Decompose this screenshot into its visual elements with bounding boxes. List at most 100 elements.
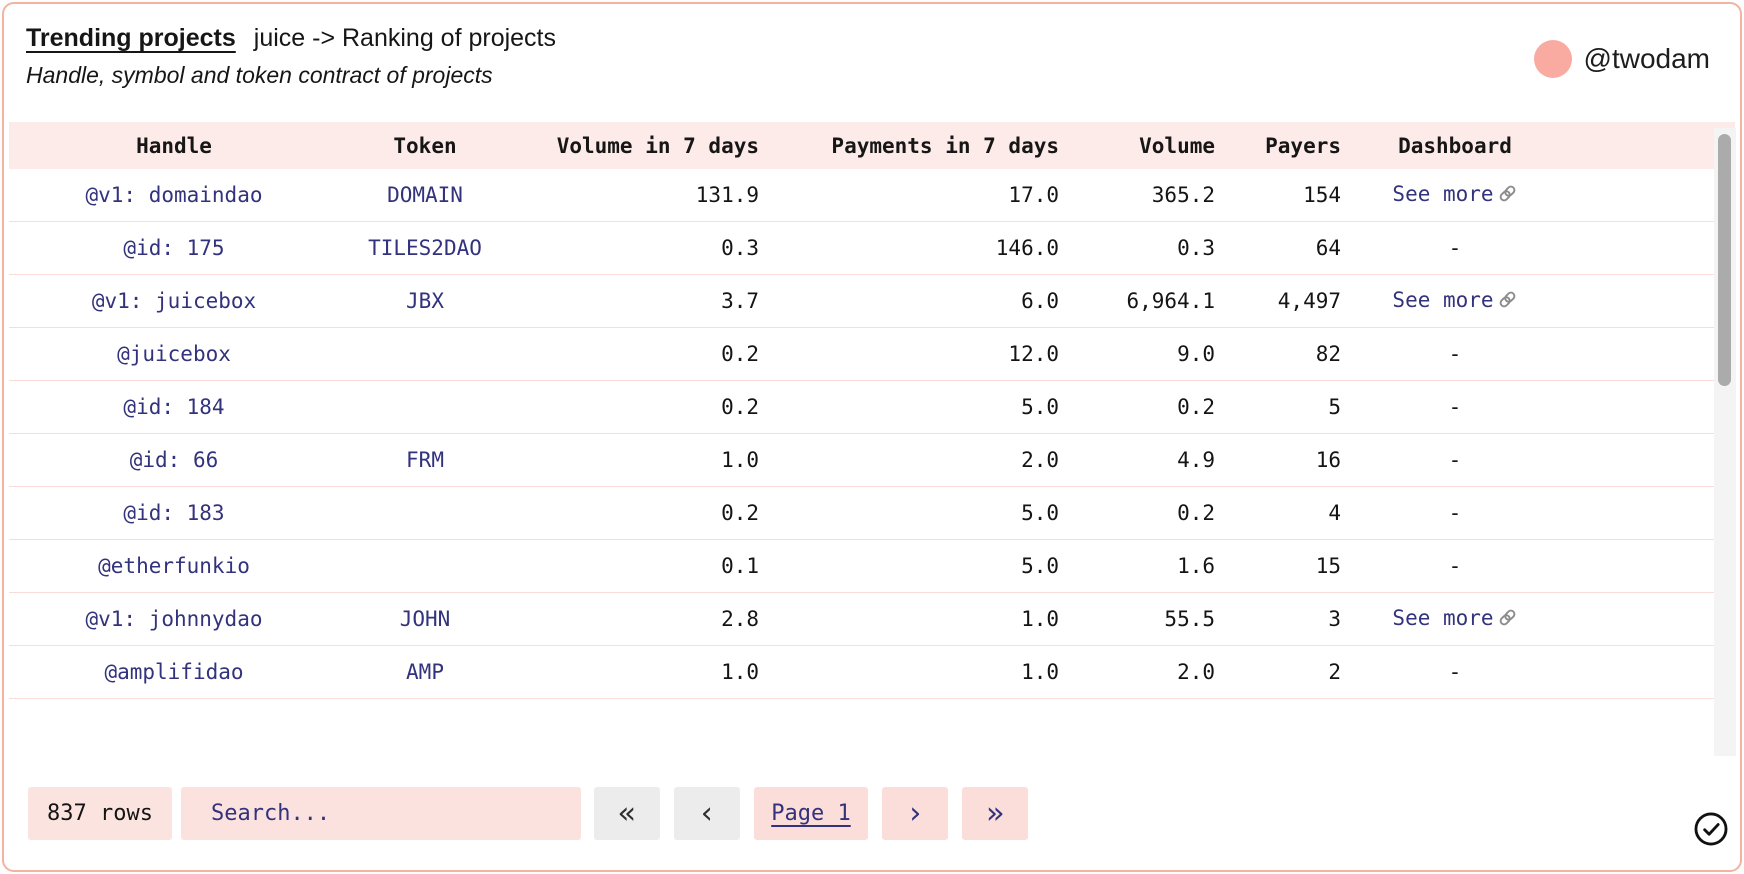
user-chip[interactable]: @twodam [1533, 40, 1710, 78]
table-row: @id: 183 0.2 5.0 0.2 4 - [9, 487, 1735, 540]
cell-payers: 2 [1328, 660, 1341, 684]
column-header-token[interactable]: Token [393, 133, 457, 158]
cell-dashboard: - [1365, 448, 1545, 472]
see-more-link: - [1449, 501, 1462, 525]
table-row: @v1: juicebox JBX 3.7 6.0 6,964.1 4,497 … [9, 275, 1735, 328]
cell-volume-7d: 3.7 [721, 289, 759, 313]
avatar [1533, 40, 1572, 78]
see-more-link[interactable]: See more [1392, 182, 1517, 206]
cell-payers: 3 [1328, 607, 1341, 631]
cell-volume: 6,964.1 [1126, 289, 1215, 313]
cell-volume: 2.0 [1177, 660, 1215, 684]
dashboard-label: - [1448, 236, 1462, 260]
column-header-volume-7d[interactable]: Volume in 7 days [556, 133, 759, 158]
column-header-dashboard[interactable]: Dashboard [1398, 133, 1512, 158]
cell-payments-7d: 6.0 [1021, 289, 1059, 313]
link-icon [1497, 607, 1518, 633]
cell-volume: 365.2 [1151, 183, 1215, 207]
see-more-link[interactable]: See more [1392, 288, 1517, 312]
table-row: @amplifidao AMP 1.0 1.0 2.0 2 - [9, 646, 1735, 699]
see-more-link: - [1449, 660, 1462, 684]
table-row: @v1: domaindao DOMAIN 131.9 17.0 365.2 1… [9, 169, 1735, 222]
dashboard-label: - [1448, 554, 1462, 578]
scrollbar-thumb[interactable] [1718, 134, 1731, 386]
cell-volume-7d: 2.8 [721, 607, 759, 631]
cell-handle: @id: 175 [123, 236, 225, 260]
check-circle-icon[interactable] [1692, 810, 1730, 848]
cell-token: TILES2DAO [368, 236, 482, 260]
cell-dashboard: - [1365, 501, 1545, 525]
cell-token: AMP [406, 660, 444, 684]
column-header-volume[interactable]: Volume [1139, 133, 1215, 158]
first-page-button[interactable]: « [593, 787, 660, 840]
see-more-link: - [1449, 342, 1462, 366]
cell-dashboard: - [1365, 660, 1545, 684]
column-header-payments-7d[interactable]: Payments in 7 days [831, 133, 1059, 158]
cell-payers: 64 [1315, 236, 1341, 260]
projects-table: Handle Token Volume in 7 days Payments i… [9, 122, 1735, 699]
see-more-link: - [1449, 448, 1462, 472]
cell-volume: 55.5 [1164, 607, 1215, 631]
scrollbar-track[interactable] [1714, 128, 1736, 756]
cell-volume: 9.0 [1177, 342, 1215, 366]
cell-handle: @id: 183 [123, 501, 225, 525]
cell-volume: 1.6 [1177, 554, 1215, 578]
cell-dashboard: See more [1365, 288, 1545, 315]
page-title[interactable]: Trending projects [26, 24, 236, 52]
cell-handle: @etherfunkio [98, 554, 250, 578]
cell-payments-7d: 1.0 [1021, 660, 1059, 684]
dashboard-label: See more [1392, 181, 1494, 206]
table-row: @id: 184 0.2 5.0 0.2 5 - [9, 381, 1735, 434]
cell-handle: @id: 184 [123, 395, 225, 419]
cell-volume-7d: 131.9 [695, 183, 759, 207]
cell-payments-7d: 17.0 [1008, 183, 1059, 207]
prev-page-button[interactable]: ‹ [673, 787, 740, 840]
cell-volume: 0.2 [1177, 395, 1215, 419]
cell-payments-7d: 5.0 [1021, 395, 1059, 419]
cell-payments-7d: 5.0 [1021, 501, 1059, 525]
cell-volume: 0.2 [1177, 501, 1215, 525]
cell-dashboard: - [1365, 236, 1545, 260]
search-input[interactable] [180, 787, 581, 840]
cell-dashboard: - [1365, 342, 1545, 366]
cell-dashboard: - [1365, 554, 1545, 578]
user-handle: @twodam [1583, 43, 1710, 74]
cell-token: FRM [406, 448, 444, 472]
table-footer: 837 rows « ‹ Page 1 › » [28, 787, 1716, 840]
cell-volume: 0.3 [1177, 236, 1215, 260]
cell-volume-7d: 1.0 [721, 660, 759, 684]
column-header-handle[interactable]: Handle [136, 133, 212, 158]
cell-volume: 4.9 [1177, 448, 1215, 472]
dashboard-label: - [1448, 395, 1462, 419]
cell-payers: 16 [1315, 448, 1341, 472]
cell-dashboard: See more [1365, 606, 1545, 633]
see-more-link[interactable]: See more [1392, 606, 1517, 630]
cell-payments-7d: 12.0 [1008, 342, 1059, 366]
header: Trending projects juice -> Ranking of pr… [26, 24, 1710, 89]
current-page-button[interactable]: Page 1 [753, 787, 868, 840]
cell-payments-7d: 146.0 [995, 236, 1059, 260]
cell-volume-7d: 1.0 [721, 448, 759, 472]
dashboard-label: - [1448, 342, 1462, 366]
row-count-badge: 837 rows [28, 787, 172, 840]
page-description: Handle, symbol and token contract of pro… [26, 62, 493, 88]
cell-payers: 82 [1315, 342, 1341, 366]
column-header-payers[interactable]: Payers [1265, 133, 1341, 158]
table-header-row: Handle Token Volume in 7 days Payments i… [9, 122, 1735, 169]
table-row: @juicebox 0.2 12.0 9.0 82 - [9, 328, 1735, 381]
cell-volume-7d: 0.1 [721, 554, 759, 578]
cell-handle: @id: 66 [129, 448, 219, 472]
cell-volume-7d: 0.2 [721, 501, 759, 525]
cell-handle: @v1: domaindao [85, 183, 263, 207]
dashboard-label: - [1448, 501, 1462, 525]
last-page-button[interactable]: » [961, 787, 1028, 840]
dashboard-label: See more [1392, 287, 1494, 312]
dashboard-label: - [1448, 448, 1462, 472]
next-page-button[interactable]: › [881, 787, 948, 840]
link-icon [1497, 289, 1518, 315]
table-body: @v1: domaindao DOMAIN 131.9 17.0 365.2 1… [9, 169, 1735, 699]
cell-token: JOHN [399, 607, 451, 631]
table-row: @etherfunkio 0.1 5.0 1.6 15 - [9, 540, 1735, 593]
dashboard-label: - [1448, 660, 1462, 684]
